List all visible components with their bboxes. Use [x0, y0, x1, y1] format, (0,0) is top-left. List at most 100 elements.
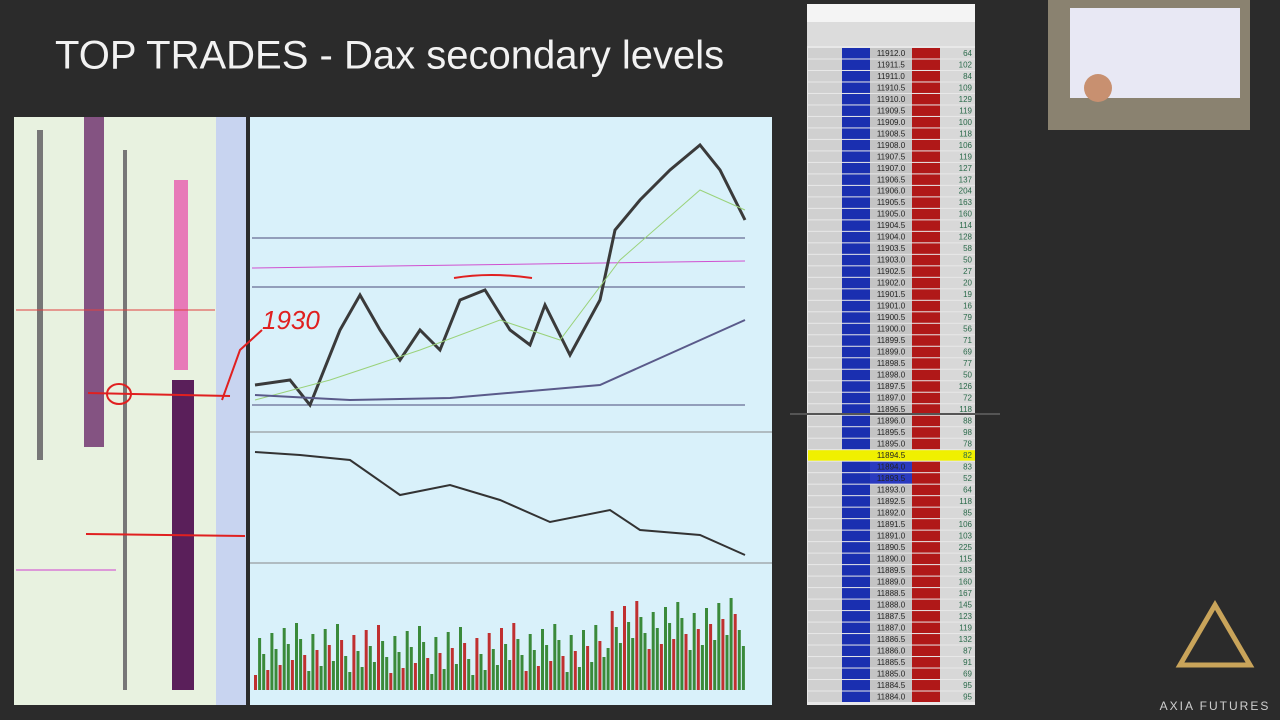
bid-size-cell: [842, 484, 870, 496]
volume-bar: [446, 632, 450, 690]
volume-bar: [545, 645, 549, 690]
volume: 56: [963, 325, 972, 334]
bid-size-cell: [842, 611, 870, 622]
ask-size-cell: [912, 323, 940, 335]
price: 11893.0: [877, 486, 906, 495]
price-cell: [870, 335, 912, 346]
bid-cell: [808, 300, 842, 312]
volume: 50: [963, 371, 972, 380]
bid-size-cell: [842, 151, 870, 162]
volume-cell: [940, 657, 975, 668]
volume: 167: [959, 589, 973, 598]
bid-cell: [808, 266, 842, 277]
volume-bar: [725, 635, 729, 690]
volume-bar: [598, 641, 602, 690]
bid-size-cell: [842, 507, 870, 519]
bid-cell: [808, 185, 842, 197]
bid-cell: [808, 392, 842, 404]
volume: 64: [963, 49, 972, 58]
price-candles: [254, 142, 747, 408]
bid-cell: [808, 220, 842, 231]
ask-size-cell: [912, 220, 940, 231]
price: 11889.5: [877, 566, 906, 575]
ask-size-cell: [912, 530, 940, 542]
volume: 69: [963, 348, 972, 357]
bid-size-cell: [842, 197, 870, 208]
volume-bar: [368, 646, 372, 690]
bid-size-cell: [842, 323, 870, 335]
bid-size-cell: [842, 553, 870, 565]
bid-size-cell: [842, 335, 870, 346]
ask-size-cell: [912, 346, 940, 358]
price: 11887.5: [877, 612, 906, 621]
price-cell: [870, 93, 912, 105]
price-cell: [870, 680, 912, 691]
volume-cell: [940, 93, 975, 105]
bid-size-cell: [842, 116, 870, 128]
volume: 128: [959, 233, 973, 242]
bid-size-cell: [842, 312, 870, 323]
bid-cell: [808, 645, 842, 657]
volume-bar: [627, 622, 631, 690]
volume-bar: [331, 661, 335, 690]
volume-bar: [680, 618, 684, 690]
volume-cell: [940, 680, 975, 691]
volume-bar: [569, 635, 573, 690]
price: 11896.5: [877, 405, 906, 414]
volume-bar: [459, 627, 462, 690]
bid-cell: [808, 611, 842, 622]
price-cell: [870, 542, 912, 553]
volume: 72: [963, 394, 972, 403]
ask-size-cell: [912, 277, 940, 289]
volume-cell: [940, 496, 975, 507]
price-cell: [870, 622, 912, 634]
volume: 79: [963, 313, 972, 322]
price-cell: [870, 70, 912, 82]
ask-size-cell: [912, 151, 940, 162]
bid-cell: [808, 346, 842, 358]
ask-size-cell: [912, 657, 940, 668]
price: 11890.0: [877, 554, 906, 563]
volume: 118: [959, 129, 972, 138]
price-axis: [216, 117, 246, 705]
volume-bar: [282, 628, 286, 690]
bid-size-cell: [842, 645, 870, 657]
price: 11904.5: [877, 221, 906, 230]
volume-bar: [352, 635, 356, 690]
volume: 160: [959, 577, 973, 586]
volume: 114: [959, 221, 972, 230]
volume-cell: [940, 507, 975, 519]
bid-cell: [808, 277, 842, 289]
volume-bar: [549, 661, 553, 690]
ask-size-cell: [912, 622, 940, 634]
price-cell: [870, 634, 912, 645]
ask-size-cell: [912, 93, 940, 105]
bid-size-cell: [842, 300, 870, 312]
volume-bar: [504, 644, 508, 690]
bid-cell: [808, 197, 842, 208]
volume-cell: [940, 358, 975, 369]
logo-mark: [1175, 600, 1255, 668]
price-cell: [870, 611, 912, 622]
volume-cell: [940, 243, 975, 254]
volume-bar: [348, 672, 352, 690]
price: 11894.5: [877, 451, 906, 460]
bid-cell: [808, 599, 842, 611]
price-cell: [870, 507, 912, 519]
volume-bar: [614, 627, 618, 690]
volume-bar: [610, 611, 614, 690]
volume-cell: [940, 611, 975, 622]
bid-size-cell: [842, 576, 870, 588]
volume-bar: [450, 648, 454, 690]
volume: 145: [959, 600, 973, 609]
volume-bar: [573, 651, 577, 690]
volume-bar: [528, 634, 532, 690]
volume-cell: [940, 185, 975, 197]
bid-size-cell: [842, 139, 870, 151]
volume-bar: [422, 642, 426, 690]
volume-cell: [940, 622, 975, 634]
volume-bar: [377, 625, 380, 690]
ask-size-cell: [912, 427, 940, 438]
ask-size-cell: [912, 243, 940, 254]
bid-cell: [808, 484, 842, 496]
